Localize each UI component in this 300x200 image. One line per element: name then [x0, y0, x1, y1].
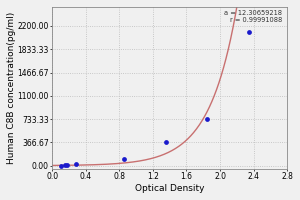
Text: a = 12.30659218
r = 0.99991088: a = 12.30659218 r = 0.99991088: [224, 10, 282, 23]
Point: [247, 31, 252, 34]
Point: [121, 157, 126, 160]
Point: [163, 141, 168, 144]
Point: [65, 164, 70, 167]
Point: [74, 163, 78, 166]
Point: [58, 164, 63, 167]
X-axis label: Optical Density: Optical Density: [135, 184, 205, 193]
Y-axis label: Human C8B concentration(pg/ml): Human C8B concentration(pg/ml): [7, 12, 16, 164]
Point: [62, 164, 67, 167]
Point: [205, 117, 210, 121]
